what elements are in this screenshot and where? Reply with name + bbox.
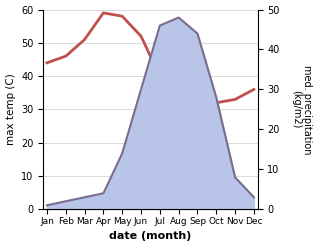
Y-axis label: med. precipitation
(kg/m2): med. precipitation (kg/m2)	[291, 65, 313, 154]
X-axis label: date (month): date (month)	[109, 231, 192, 242]
Y-axis label: max temp (C): max temp (C)	[5, 74, 16, 145]
